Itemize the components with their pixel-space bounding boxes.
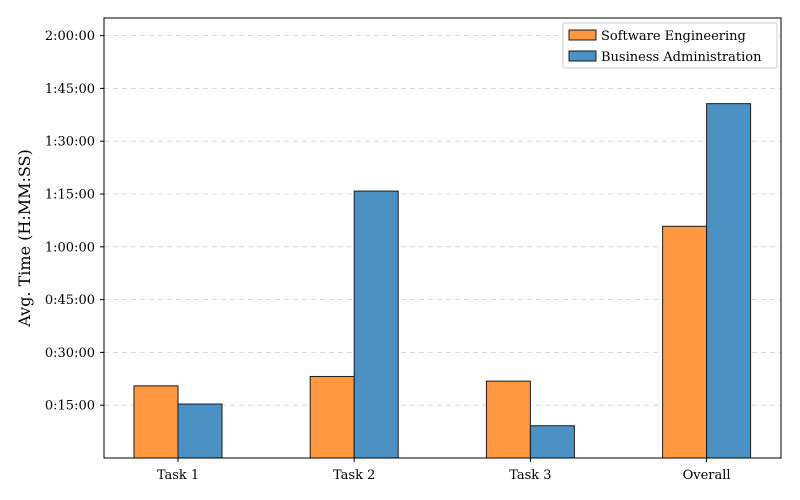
- bars: [133, 103, 752, 459]
- legend-items: Software Engineering Business Administrat…: [568, 29, 762, 65]
- y-axis: 0:15:00 0:30:00 0:45:00 1:00:00 1:15:00 1:30:…: [45, 29, 104, 414]
- x-tick-label: Task 1: [157, 468, 199, 483]
- x-tick-label: Task 3: [509, 468, 551, 483]
- y-tick-label: 2:00:00: [45, 29, 95, 44]
- bar-business-administration-task-3: [529, 425, 575, 459]
- legend-label: Business Administration: [601, 50, 762, 65]
- y-tick-label: 1:45:00: [45, 82, 95, 97]
- bar-business-administration-task-1: [177, 403, 223, 459]
- legend: Software Engineering Business Administrat…: [562, 22, 778, 69]
- y-tick-label: 1:15:00: [45, 188, 95, 203]
- x-axis: Task 1 Task 2 Task 3 Overall: [157, 458, 731, 483]
- bar-software-engineering-task-2: [309, 375, 355, 459]
- legend-label: Software Engineering: [601, 29, 746, 44]
- bar-business-administration-overall: [706, 103, 752, 459]
- y-axis-title: Avg. Time (H:MM:SS): [15, 149, 34, 328]
- y-tick-label: 1:00:00: [45, 240, 95, 255]
- bar-software-engineering-task-3: [485, 380, 531, 459]
- y-tick-label: 0:15:00: [45, 399, 95, 414]
- bar-business-administration-task-2: [353, 190, 399, 459]
- plot-frame: [103, 17, 782, 459]
- legend-swatch: [568, 29, 597, 41]
- legend-swatch: [568, 50, 597, 62]
- bar-software-engineering-overall: [662, 225, 708, 459]
- x-tick-label: Task 2: [333, 468, 375, 483]
- legend-box: [562, 22, 778, 69]
- y-tick-label: 0:30:00: [45, 346, 95, 361]
- bar-software-engineering-task-1: [133, 385, 179, 459]
- y-tick-label: 0:45:00: [45, 293, 95, 308]
- x-tick-label: Overall: [683, 468, 731, 483]
- y-tick-label: 1:30:00: [45, 135, 95, 150]
